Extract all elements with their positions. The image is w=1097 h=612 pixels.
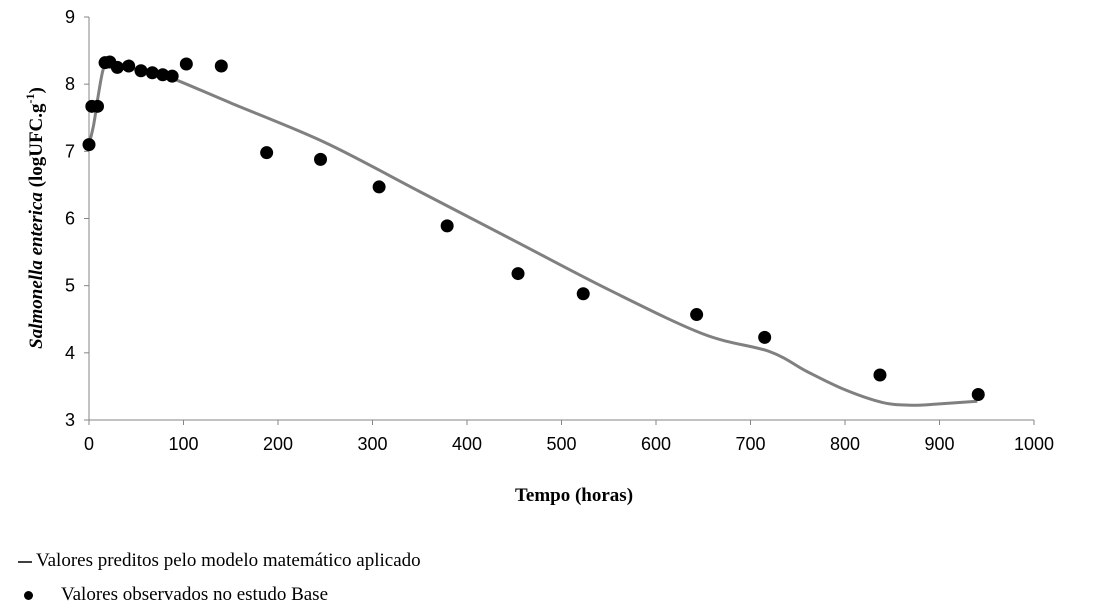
y-tick-label: 7 <box>65 141 75 161</box>
observed-point <box>134 64 148 78</box>
observed-point <box>214 59 228 73</box>
x-axis-title: Tempo (horas) <box>515 485 633 506</box>
x-tick-label: 900 <box>924 434 954 454</box>
observed-point <box>873 368 887 382</box>
y-tick-label: 8 <box>65 74 75 94</box>
observed-point <box>260 146 274 160</box>
x-axis-ticks: 0 100 200 300 400 500 600 700 800 900 1000 <box>84 420 1054 454</box>
series-predicted <box>87 62 978 407</box>
legend-line-marker <box>18 560 32 563</box>
legend-label-predicted: Valores preditos pelo modelo matemático … <box>36 550 421 571</box>
observed-point <box>179 57 193 71</box>
observed-point <box>122 59 136 73</box>
chart: 0 100 200 300 400 500 600 700 800 900 1000 3 4 5 6 7 8 9… <box>23 7 1054 506</box>
observed-point <box>91 99 105 113</box>
observed-point <box>511 267 525 281</box>
legend-label-observed: Valores observados no estudo Base <box>61 584 329 605</box>
observed-point <box>372 180 386 194</box>
y-axis-title-italic: Salmonella enterica <box>26 192 47 349</box>
y-axis-title-unit: (logUFC.g <box>26 103 47 187</box>
observed-point <box>110 60 124 74</box>
x-tick-label: 600 <box>641 434 671 454</box>
y-tick-label: 3 <box>65 410 75 430</box>
series-observed <box>82 55 985 401</box>
observed-point <box>576 287 590 301</box>
x-tick-label: 200 <box>263 434 293 454</box>
x-tick-label: 1000 <box>1014 434 1054 454</box>
predicted-line <box>87 62 978 407</box>
x-tick-label: 400 <box>452 434 482 454</box>
x-tick-label: 0 <box>84 434 94 454</box>
observed-point <box>165 69 179 83</box>
y-tick-label: 5 <box>65 276 75 296</box>
y-tick-label: 4 <box>65 343 75 363</box>
legend-dot-marker <box>24 591 33 601</box>
observed-point <box>82 138 96 152</box>
observed-point <box>314 152 328 166</box>
observed-point <box>758 330 772 344</box>
x-tick-label: 500 <box>546 434 576 454</box>
x-tick-label: 300 <box>357 434 387 454</box>
y-axis-title-close: ) <box>26 87 47 93</box>
legend-item-predicted: Valores preditos pelo modelo matemático … <box>18 550 421 572</box>
y-tick-label: 6 <box>65 209 75 229</box>
y-axis-ticks: 3 4 5 6 7 8 9 <box>65 7 89 430</box>
y-axis-title: Salmonella enterica (logUFC.g-1) <box>23 87 47 349</box>
y-tick-label: 9 <box>65 7 75 27</box>
observed-point <box>440 219 454 233</box>
y-axis-title-sup: -1 <box>23 93 37 103</box>
x-tick-label: 100 <box>168 434 198 454</box>
x-tick-label: 800 <box>830 434 860 454</box>
observed-point <box>690 308 704 322</box>
x-tick-label: 700 <box>735 434 765 454</box>
observed-point <box>971 387 985 401</box>
legend-item-observed: Valores observados no estudo Base <box>18 584 328 606</box>
observed-point <box>145 66 159 80</box>
axes <box>88 17 1034 421</box>
